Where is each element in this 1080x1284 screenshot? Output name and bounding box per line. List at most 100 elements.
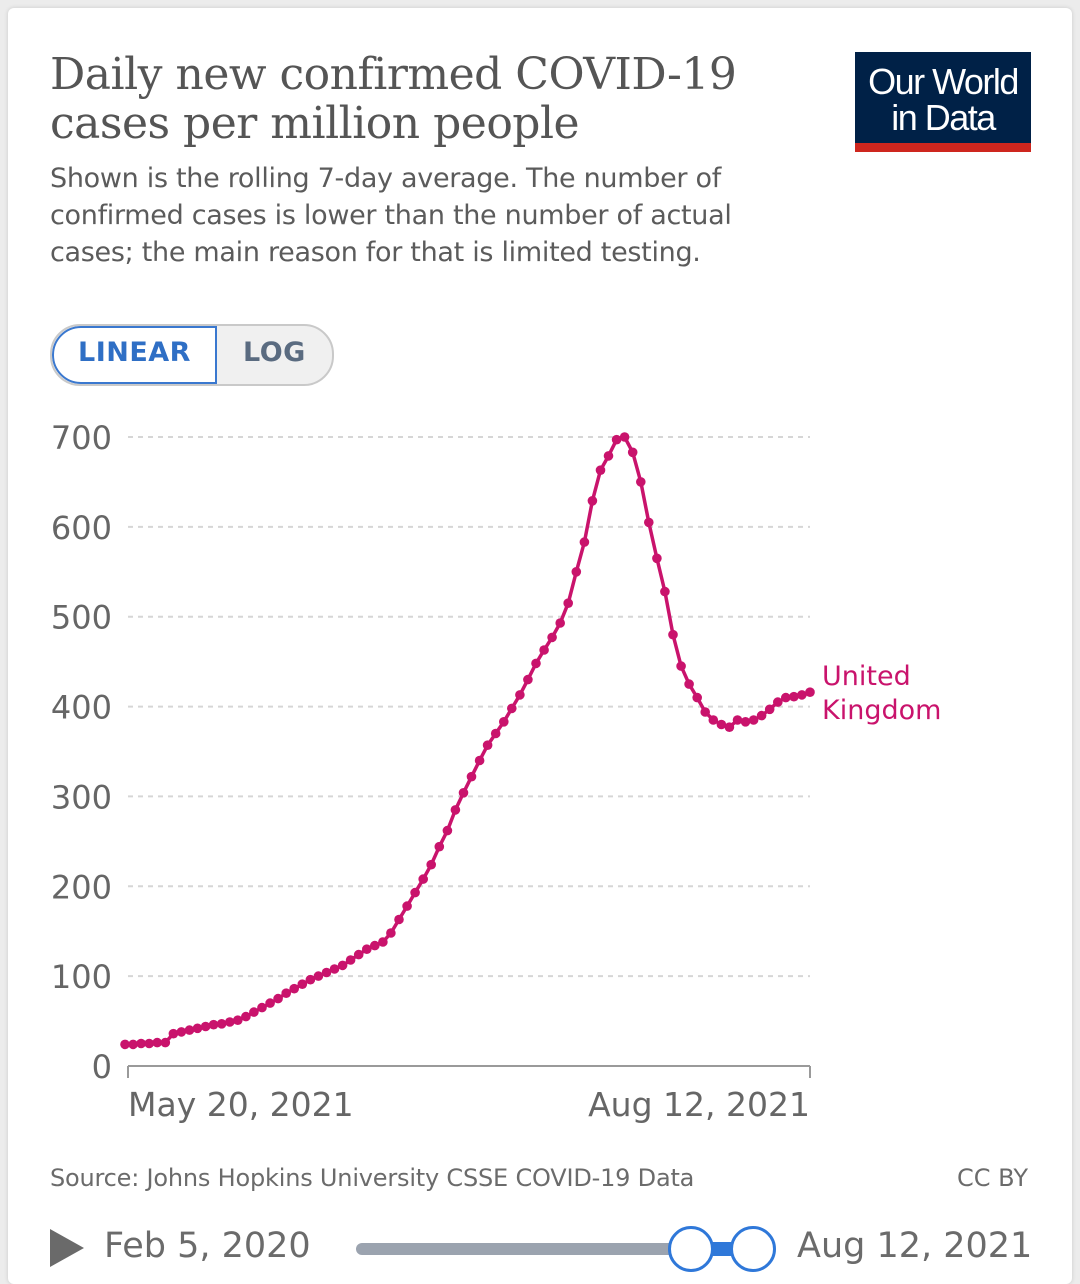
data-point-84 [797, 690, 807, 700]
data-point-18 [265, 998, 275, 1008]
data-point-85 [805, 687, 815, 697]
data-point-26 [329, 964, 340, 974]
y-tick-label-600: 600 [51, 509, 112, 547]
data-point-11 [208, 1019, 219, 1030]
data-point-7 [176, 1027, 187, 1037]
series-label-line-1: United [822, 661, 911, 692]
data-point-70 [684, 679, 694, 689]
data-point-56 [571, 567, 582, 577]
data-point-22 [297, 979, 308, 989]
timeline-start-handle[interactable] [668, 1226, 714, 1272]
data-point-45 [482, 740, 493, 750]
data-point-9 [192, 1023, 203, 1034]
y-tick-label-100: 100 [51, 958, 112, 996]
data-point-1 [128, 1039, 138, 1050]
owid-logo[interactable]: Our World in Data [855, 52, 1031, 152]
data-point-32 [378, 937, 388, 947]
data-point-25 [321, 967, 332, 978]
data-point-82 [781, 692, 791, 703]
y-tick-label-200: 200 [51, 868, 112, 906]
data-point-19 [273, 993, 283, 1004]
data-point-8 [184, 1025, 195, 1035]
data-point-83 [789, 691, 799, 702]
data-point-40 [442, 825, 453, 836]
data-point-3 [144, 1038, 154, 1049]
data-point-34 [394, 914, 404, 925]
linear-scale-button[interactable]: LINEAR [52, 326, 217, 384]
data-point-36 [410, 887, 420, 898]
data-point-37 [418, 874, 429, 884]
data-point-61 [611, 434, 622, 445]
data-point-64 [636, 477, 646, 487]
data-point-21 [289, 983, 300, 994]
data-point-77 [740, 717, 751, 727]
data-point-39 [434, 841, 445, 852]
timeline-start-date: Feb 5, 2020 [104, 1226, 311, 1266]
data-point-53 [547, 632, 557, 643]
data-point-4 [152, 1037, 162, 1048]
data-point-38 [426, 859, 437, 870]
source-note[interactable]: Source: Johns Hopkins University CSSE CO… [50, 1164, 695, 1192]
data-point-50 [523, 674, 533, 685]
data-point-12 [216, 1019, 227, 1029]
data-point-10 [200, 1021, 211, 1032]
data-point-33 [386, 928, 396, 938]
logo-line-2: in Data [891, 96, 996, 138]
data-point-43 [466, 771, 477, 782]
data-point-48 [507, 703, 517, 714]
y-tick-label-400: 400 [51, 689, 112, 727]
data-point-73 [708, 715, 719, 725]
data-point-49 [515, 690, 525, 700]
y-tick-label-0: 0 [92, 1048, 112, 1086]
data-point-41 [450, 805, 461, 815]
data-point-54 [555, 618, 565, 628]
data-point-51 [531, 658, 541, 669]
timeline-end-handle[interactable] [730, 1226, 776, 1272]
data-point-46 [490, 728, 501, 739]
data-point-71 [692, 692, 702, 703]
data-point-23 [305, 974, 316, 985]
log-scale-button[interactable]: LOG [242, 337, 306, 368]
x-tick-label-end: Aug 12, 2021 [588, 1085, 810, 1124]
data-point-44 [474, 755, 485, 766]
chart-card [8, 8, 1072, 1284]
data-point-76 [732, 715, 743, 725]
data-point-63 [627, 447, 638, 458]
play-icon[interactable] [50, 1229, 84, 1267]
chart-title: Daily new confirmed COVID-19 cases per m… [50, 49, 737, 149]
scale-toggle: LINEAR LOG [50, 324, 334, 386]
data-point-59 [595, 465, 606, 476]
data-point-68 [668, 629, 678, 640]
y-tick-label-500: 500 [51, 599, 112, 637]
timeline-end-date: Aug 12, 2021 [797, 1226, 1033, 1266]
data-point-69 [676, 661, 686, 671]
data-point-58 [587, 496, 598, 506]
series-line-0 [125, 435, 811, 1047]
data-point-30 [362, 944, 372, 954]
data-point-17 [257, 1002, 267, 1013]
data-point-80 [764, 704, 775, 715]
data-point-78 [748, 715, 759, 725]
logo-line-1: Our World [868, 60, 1019, 102]
data-point-67 [660, 586, 670, 597]
data-point-79 [756, 710, 767, 721]
series-label-line-2: Kingdom [822, 695, 941, 726]
data-point-55 [563, 598, 573, 608]
data-point-27 [337, 960, 348, 971]
data-point-57 [579, 537, 590, 547]
data-point-65 [644, 517, 654, 528]
data-point-24 [313, 971, 324, 981]
data-point-75 [724, 722, 735, 732]
data-point-28 [345, 955, 356, 965]
data-point-52 [539, 645, 549, 655]
data-point-14 [233, 1015, 243, 1025]
x-tick-label-start: May 20, 2021 [128, 1085, 354, 1124]
data-point-72 [700, 707, 710, 717]
data-point-13 [225, 1017, 235, 1027]
timeline-track[interactable] [356, 1243, 696, 1255]
data-point-6 [168, 1028, 179, 1039]
data-point-31 [370, 940, 380, 951]
license-link[interactable]: CC BY [957, 1164, 1028, 1192]
data-point-42 [458, 788, 469, 798]
data-point-74 [716, 719, 727, 730]
